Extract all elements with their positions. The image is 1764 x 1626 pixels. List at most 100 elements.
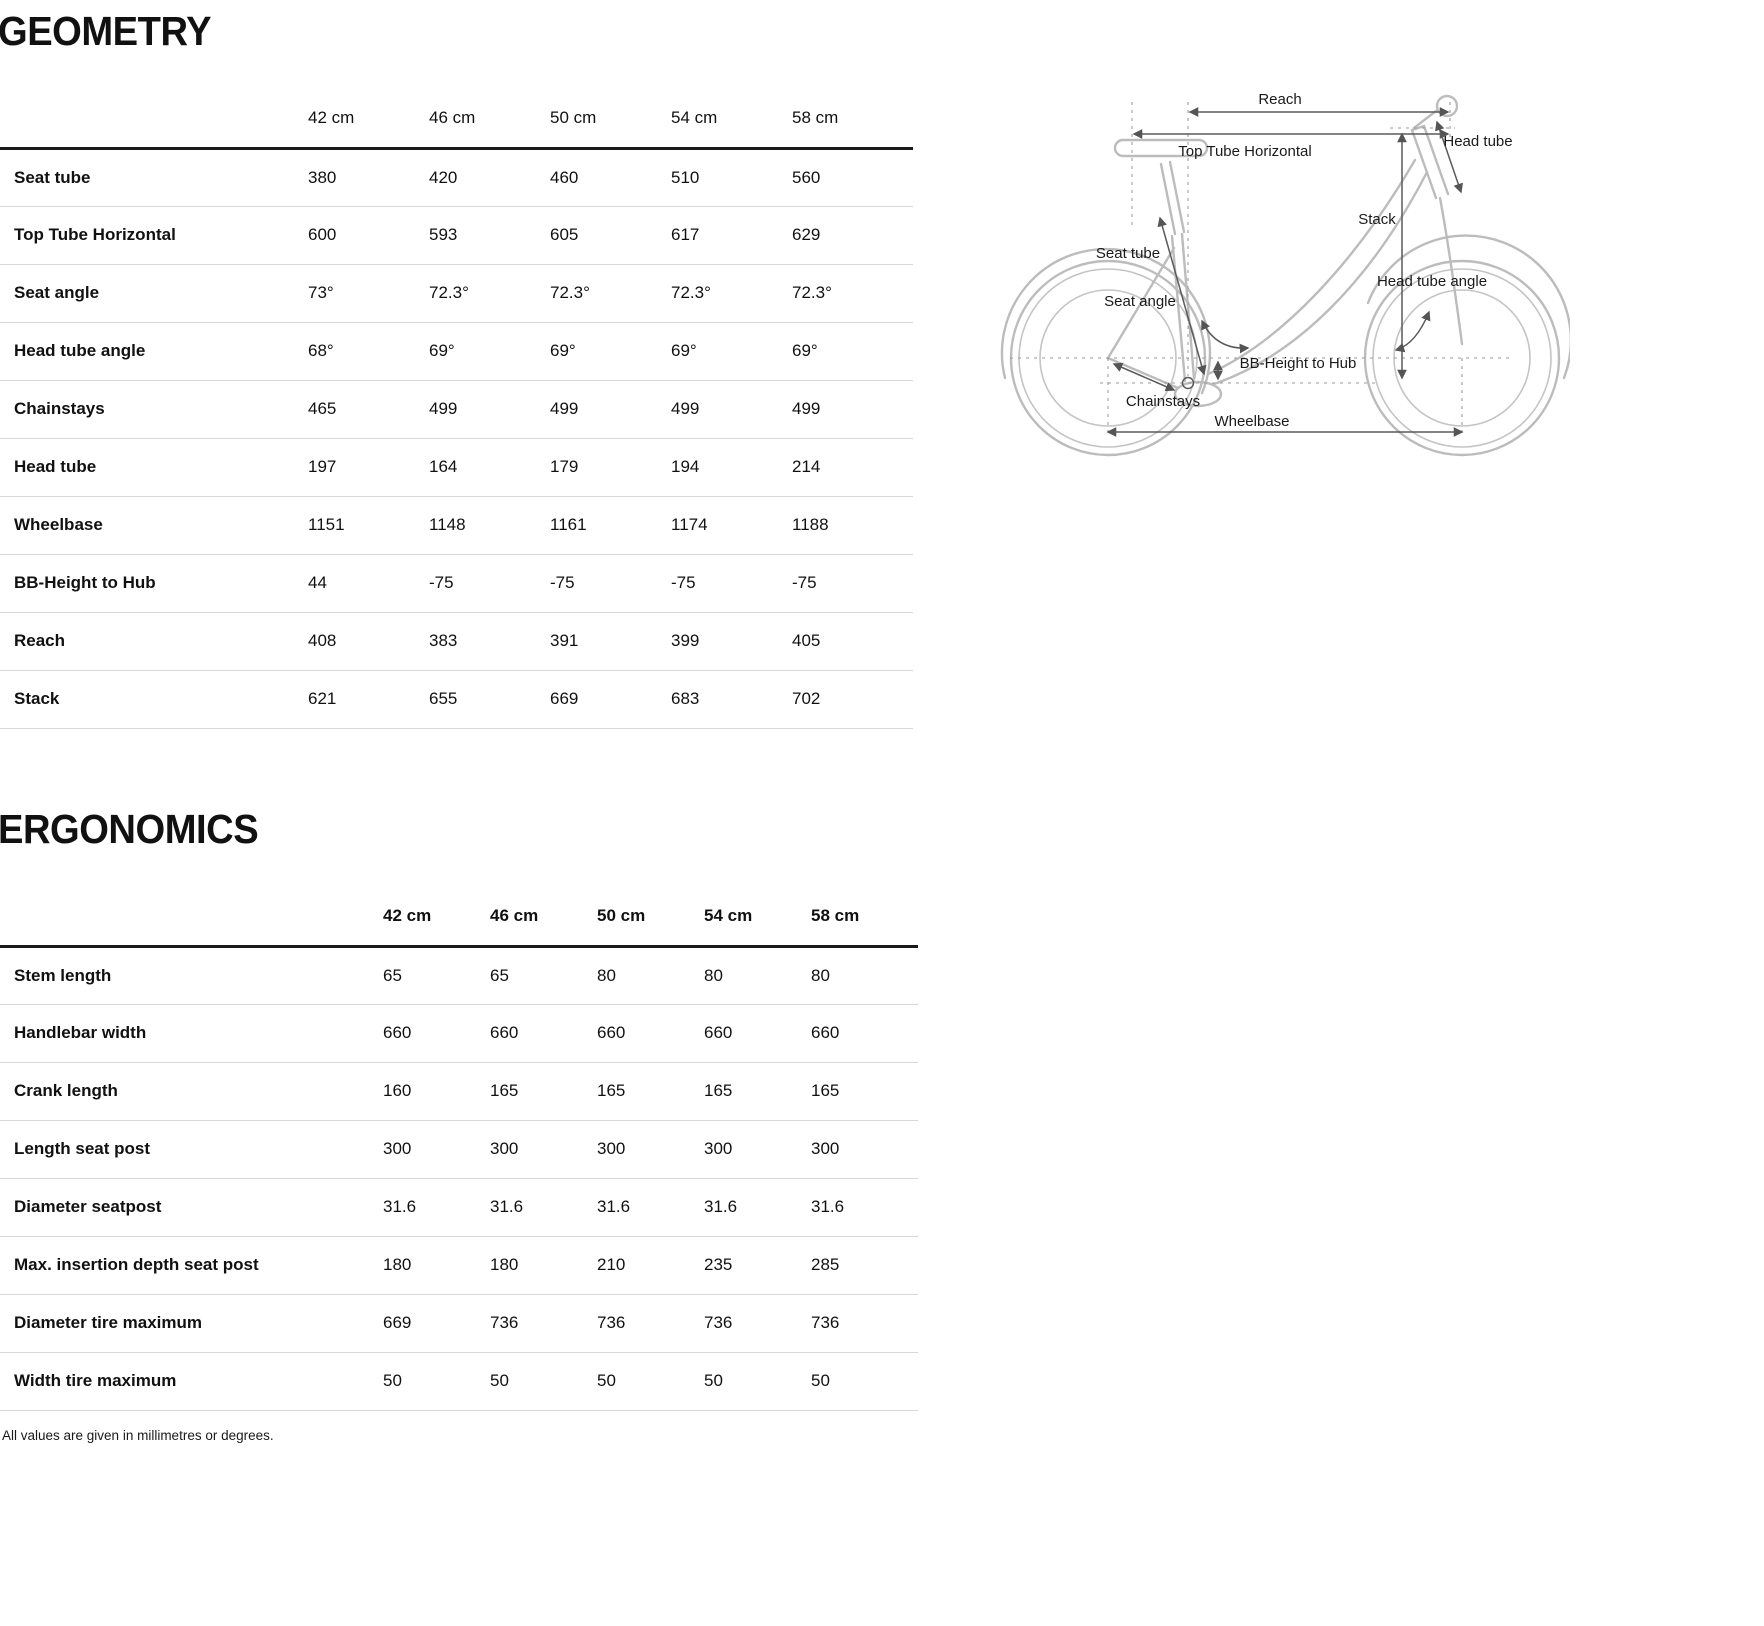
- value-cell: 593: [429, 206, 550, 265]
- value-cell: 736: [811, 1294, 918, 1353]
- value-cell: 31.6: [811, 1178, 918, 1237]
- value-cell: 1188: [792, 496, 913, 555]
- table-row: Diameter seatpost 31.6 31.6 31.6 31.6 31…: [0, 1178, 918, 1237]
- value-cell: 210: [597, 1236, 704, 1295]
- value-cell: 300: [490, 1120, 597, 1179]
- value-cell: 72.3°: [429, 264, 550, 323]
- bb-marker: [1181, 376, 1195, 390]
- geometry-table: 42 cm 46 cm 50 cm 54 cm 58 cm Seat tube …: [0, 90, 913, 729]
- table-row: Crank length 160 165 165 165 165: [0, 1062, 918, 1121]
- value-cell: 285: [811, 1236, 918, 1295]
- value-cell: 31.6: [704, 1178, 811, 1237]
- value-cell: 617: [671, 206, 792, 265]
- value-cell: 655: [429, 670, 550, 729]
- table-row: BB-Height to Hub 44 -75 -75 -75 -75: [0, 554, 913, 613]
- ergonomics-section-title: ERGONOMICS: [0, 806, 259, 852]
- value-cell: 80: [597, 946, 704, 1005]
- value-cell: 405: [792, 612, 913, 671]
- row-label: Width tire maximum: [0, 1352, 383, 1411]
- value-cell: -75: [792, 554, 913, 613]
- value-cell: 160: [383, 1062, 490, 1121]
- value-cell: 179: [550, 438, 671, 497]
- diagram-label-bb-height: BB-Height to Hub: [1240, 355, 1357, 372]
- row-label: Chainstays: [0, 380, 308, 439]
- size-column-header: 46 cm: [490, 888, 597, 948]
- diagram-label-chainstays: Chainstays: [1126, 393, 1200, 410]
- value-cell: 1151: [308, 496, 429, 555]
- size-column-header: 58 cm: [811, 888, 918, 948]
- table-row: Seat tube 380 420 460 510 560: [0, 148, 913, 207]
- value-cell: 560: [792, 148, 913, 207]
- value-cell: 380: [308, 148, 429, 207]
- value-cell: 460: [550, 148, 671, 207]
- value-cell: 300: [704, 1120, 811, 1179]
- size-column-header: 58 cm: [792, 90, 913, 150]
- diagram-label-stack: Stack: [1358, 211, 1396, 228]
- value-cell: 50: [490, 1352, 597, 1411]
- value-cell: 194: [671, 438, 792, 497]
- value-cell: 660: [597, 1004, 704, 1063]
- value-cell: 31.6: [597, 1178, 704, 1237]
- value-cell: 499: [792, 380, 913, 439]
- value-cell: 300: [383, 1120, 490, 1179]
- diagram-label-reach: Reach: [1258, 91, 1301, 108]
- table-row: Head tube 197 164 179 194 214: [0, 438, 913, 497]
- diagram-label-head-tube: Head tube: [1443, 133, 1512, 150]
- value-cell: 165: [490, 1062, 597, 1121]
- value-cell: 660: [490, 1004, 597, 1063]
- value-cell: 1161: [550, 496, 671, 555]
- table-row: Seat angle 73° 72.3° 72.3° 72.3° 72.3°: [0, 264, 913, 323]
- value-cell: -75: [550, 554, 671, 613]
- diagram-label-top-tube: Top Tube Horizontal: [1178, 143, 1311, 160]
- table-row: Stack 621 655 669 683 702: [0, 670, 913, 729]
- value-cell: 669: [383, 1294, 490, 1353]
- size-column-header: 54 cm: [671, 90, 792, 150]
- value-cell: 499: [550, 380, 671, 439]
- value-cell: 69°: [429, 322, 550, 381]
- seat-angle-arc: [1201, 319, 1250, 354]
- table-row: Handlebar width 660 660 660 660 660: [0, 1004, 918, 1063]
- size-column-header: 42 cm: [383, 888, 490, 948]
- chainstays-arrow: [1112, 362, 1176, 392]
- value-cell: 180: [383, 1236, 490, 1295]
- empty-header-cell: [0, 90, 308, 150]
- front-fender: [1366, 234, 1570, 380]
- row-label: Head tube angle: [0, 322, 308, 381]
- table-row: Chainstays 465 499 499 499 499: [0, 380, 913, 439]
- size-column-header: 50 cm: [597, 888, 704, 948]
- value-cell: 65: [383, 946, 490, 1005]
- saddle: [1113, 138, 1209, 158]
- value-cell: 68°: [308, 322, 429, 381]
- row-label: Top Tube Horizontal: [0, 206, 308, 265]
- value-cell: 499: [671, 380, 792, 439]
- value-cell: 72.3°: [550, 264, 671, 323]
- bike-geometry-diagram: Reach Top Tube Horizontal Head tube Stac…: [1000, 91, 1570, 457]
- table-row: Reach 408 383 391 399 405: [0, 612, 913, 671]
- head-tube-arrow: [1435, 120, 1463, 194]
- table-row: Length seat post 300 300 300 300 300: [0, 1120, 918, 1179]
- row-label: Diameter tire maximum: [0, 1294, 383, 1353]
- row-label: Seat angle: [0, 264, 308, 323]
- value-cell: 420: [429, 148, 550, 207]
- value-cell: 50: [811, 1352, 918, 1411]
- value-cell: 31.6: [490, 1178, 597, 1237]
- value-cell: -75: [671, 554, 792, 613]
- row-label: Length seat post: [0, 1120, 383, 1179]
- table-row: Top Tube Horizontal 600 593 605 617 629: [0, 206, 913, 265]
- value-cell: 165: [811, 1062, 918, 1121]
- value-cell: 165: [597, 1062, 704, 1121]
- empty-header-cell: [0, 888, 383, 948]
- ergonomics-header-row: 42 cm 46 cm 50 cm 54 cm 58 cm: [0, 888, 918, 948]
- diagram-label-seat-angle: Seat angle: [1104, 293, 1176, 310]
- row-label: Stack: [0, 670, 308, 729]
- value-cell: 1174: [671, 496, 792, 555]
- size-column-header: 42 cm: [308, 90, 429, 150]
- value-cell: 499: [429, 380, 550, 439]
- value-cell: 629: [792, 206, 913, 265]
- diagram-label-wheelbase: Wheelbase: [1214, 413, 1289, 430]
- value-cell: 605: [550, 206, 671, 265]
- value-cell: 44: [308, 554, 429, 613]
- value-cell: 69°: [792, 322, 913, 381]
- value-cell: 736: [490, 1294, 597, 1353]
